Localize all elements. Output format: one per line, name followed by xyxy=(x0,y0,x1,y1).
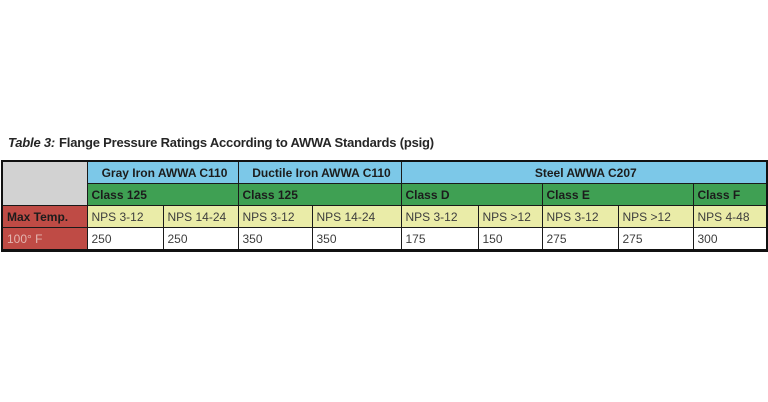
pressure-value-cell: 250 xyxy=(162,227,239,251)
max-temp-label: Max Temp. xyxy=(1,205,88,228)
pressure-value-cell: 275 xyxy=(541,227,619,251)
pressure-value-cell: 350 xyxy=(237,227,313,251)
header-class-125-gray: Class 125 xyxy=(86,183,239,206)
pressure-value-cell: 350 xyxy=(311,227,402,251)
nps-size-cell: NPS 3-12 xyxy=(237,205,313,228)
header-class-e: Class E xyxy=(541,183,694,206)
nps-size-cell: NPS 4-48 xyxy=(692,205,768,228)
pressure-value-cell: 175 xyxy=(400,227,479,251)
table-title: Table 3: Flange Pressure Ratings Accordin… xyxy=(8,135,434,150)
corner-cell xyxy=(1,160,88,206)
table-title-text: Flange Pressure Ratings According to AWW… xyxy=(59,135,434,150)
pressure-value-cell: 300 xyxy=(692,227,768,251)
flange-pressure-ratings-table: Gray Iron AWWA C110 Ductile Iron AWWA C1… xyxy=(1,160,768,252)
header-steel: Steel AWWA C207 xyxy=(400,160,768,184)
header-ductile-iron: Ductile Iron AWWA C110 xyxy=(237,160,402,184)
header-class-f: Class F xyxy=(692,183,768,206)
nps-size-cell: NPS 3-12 xyxy=(541,205,619,228)
nps-size-cell: NPS >12 xyxy=(477,205,543,228)
header-class-125-ductile: Class 125 xyxy=(237,183,402,206)
temp-value-label: 100° F xyxy=(1,227,88,251)
nps-size-cell: NPS 3-12 xyxy=(400,205,479,228)
pressure-values-row: 100° F 250 250 350 350 175 150 275 275 3… xyxy=(1,227,768,251)
material-header-row: Gray Iron AWWA C110 Ductile Iron AWWA C1… xyxy=(1,160,768,206)
pressure-value-cell: 275 xyxy=(617,227,694,251)
nps-size-cell: NPS 14-24 xyxy=(162,205,239,228)
nps-size-cell: NPS 3-12 xyxy=(86,205,164,228)
pressure-value-cell: 150 xyxy=(477,227,543,251)
table-number-label: Table 3: xyxy=(8,135,56,150)
header-class-d: Class D xyxy=(400,183,543,206)
nps-size-cell: NPS 14-24 xyxy=(311,205,402,228)
nps-size-header-row: Max Temp. NPS 3-12 NPS 14-24 NPS 3-12 NP… xyxy=(1,205,768,228)
nps-size-cell: NPS >12 xyxy=(617,205,694,228)
pressure-value-cell: 250 xyxy=(86,227,164,251)
header-gray-iron: Gray Iron AWWA C110 xyxy=(86,160,239,184)
class-header-row: Class 125 Class 125 Class D Class E Clas… xyxy=(2,183,768,206)
